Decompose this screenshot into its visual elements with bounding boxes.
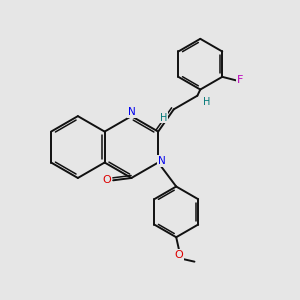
Text: O: O	[175, 250, 184, 260]
Text: H: H	[160, 112, 167, 123]
Text: N: N	[158, 156, 166, 166]
Text: O: O	[102, 175, 111, 185]
Text: F: F	[237, 75, 243, 85]
Text: N: N	[128, 107, 136, 117]
Text: H: H	[203, 97, 211, 106]
